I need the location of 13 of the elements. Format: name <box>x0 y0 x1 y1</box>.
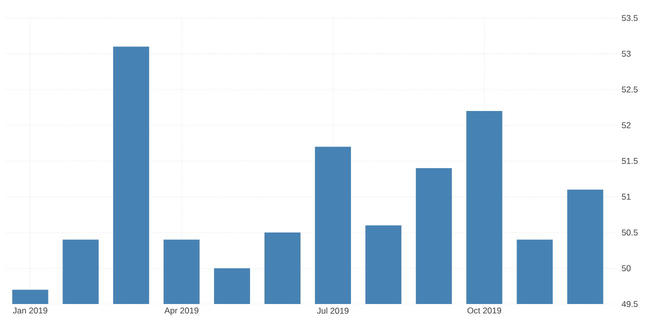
x-tick-label: Jul 2019 <box>317 308 349 314</box>
y-tick-label: 51 <box>622 194 631 200</box>
y-tick-label: 50 <box>622 265 631 272</box>
y-tick-label: 49.5 <box>622 301 638 307</box>
y-tick-label: 50.5 <box>622 230 638 236</box>
y-tick-label: 53.5 <box>622 15 638 21</box>
x-tick-label: Jan 2019 <box>12 308 48 314</box>
y-tick-label: 52 <box>622 122 631 128</box>
y-tick-label: 53 <box>622 50 631 57</box>
x-tick-label: Oct 2019 <box>468 308 502 314</box>
y-tick-label: 51.5 <box>622 158 638 164</box>
x-tick-label: Apr 2019 <box>164 308 198 316</box>
y-tick-label: 52.5 <box>622 86 638 92</box>
